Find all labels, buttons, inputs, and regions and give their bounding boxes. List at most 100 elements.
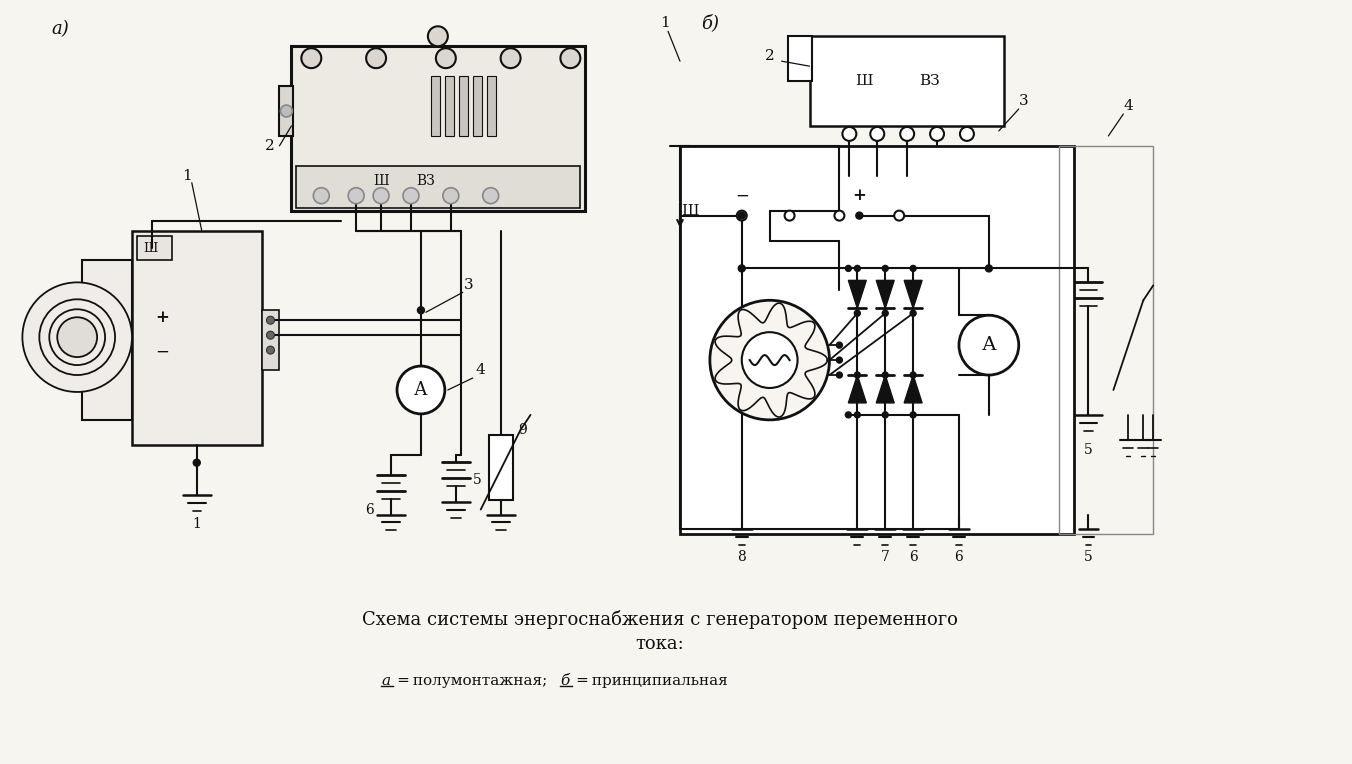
Text: ВЗ: ВЗ: [919, 74, 940, 88]
Circle shape: [883, 372, 888, 378]
Circle shape: [443, 188, 458, 204]
Bar: [132, 231, 261, 445]
Circle shape: [373, 188, 389, 204]
Text: 3: 3: [1019, 94, 1029, 108]
Text: −: −: [155, 344, 169, 361]
Circle shape: [910, 265, 917, 271]
Text: б: б: [561, 674, 569, 688]
Circle shape: [742, 332, 798, 388]
Circle shape: [930, 127, 944, 141]
Circle shape: [837, 372, 842, 378]
Circle shape: [266, 346, 274, 354]
Circle shape: [854, 372, 860, 378]
Bar: [292, 47, 585, 211]
Text: 6: 6: [955, 550, 964, 565]
Bar: [431, 76, 439, 136]
Circle shape: [842, 127, 856, 141]
Text: б): б): [700, 15, 719, 32]
Circle shape: [910, 310, 917, 316]
Circle shape: [894, 211, 904, 221]
Text: а): а): [51, 21, 69, 38]
Circle shape: [845, 412, 852, 418]
Circle shape: [845, 265, 852, 271]
Bar: [261, 310, 280, 370]
Bar: [1059, 146, 1153, 535]
Text: Схема системы энергоснабжения с генератором переменного: Схема системы энергоснабжения с генерато…: [362, 610, 959, 629]
Text: 9: 9: [518, 422, 527, 437]
Circle shape: [959, 316, 1019, 375]
Circle shape: [910, 412, 917, 418]
Text: +: +: [155, 309, 169, 325]
Polygon shape: [876, 375, 894, 403]
Circle shape: [266, 316, 274, 324]
Text: 4: 4: [1124, 99, 1133, 113]
Circle shape: [314, 188, 330, 204]
Circle shape: [710, 300, 829, 420]
Bar: [487, 76, 496, 136]
Circle shape: [900, 127, 914, 141]
Bar: [458, 76, 468, 136]
Bar: [488, 435, 512, 500]
Circle shape: [883, 310, 888, 316]
Text: 7: 7: [880, 550, 890, 565]
Circle shape: [427, 26, 448, 47]
Text: 5: 5: [473, 473, 483, 487]
Text: 6: 6: [909, 550, 918, 565]
Circle shape: [301, 48, 322, 68]
Circle shape: [403, 188, 419, 204]
Text: 1: 1: [660, 16, 669, 31]
Text: 4: 4: [476, 363, 485, 377]
Bar: [788, 36, 811, 81]
Text: 2: 2: [765, 49, 775, 63]
Bar: [445, 76, 454, 136]
Circle shape: [738, 265, 745, 272]
Polygon shape: [848, 280, 867, 308]
Circle shape: [39, 299, 115, 375]
Circle shape: [193, 459, 200, 466]
Bar: [810, 36, 1003, 126]
Bar: [473, 76, 481, 136]
Text: −: −: [735, 187, 749, 204]
Circle shape: [837, 342, 842, 348]
Circle shape: [349, 188, 364, 204]
Text: ═ полумонтажная;: ═ полумонтажная;: [393, 674, 552, 688]
Text: Ш: Ш: [373, 173, 389, 188]
Circle shape: [784, 211, 795, 221]
Text: +: +: [852, 187, 867, 204]
Text: Ш: Ш: [143, 242, 157, 255]
Circle shape: [854, 265, 860, 271]
Text: 6: 6: [365, 503, 373, 516]
Text: ВЗ: ВЗ: [416, 173, 435, 188]
Circle shape: [483, 188, 499, 204]
Text: 1: 1: [192, 517, 201, 532]
Circle shape: [837, 357, 842, 363]
Circle shape: [418, 307, 425, 314]
Bar: [280, 86, 293, 136]
Text: ═ принципиальная: ═ принципиальная: [573, 674, 729, 688]
Circle shape: [986, 265, 992, 272]
Circle shape: [854, 310, 860, 316]
Text: 5: 5: [1084, 550, 1092, 565]
Text: А: А: [982, 336, 996, 354]
Text: Ш: Ш: [856, 74, 873, 88]
Circle shape: [871, 127, 884, 141]
Circle shape: [266, 331, 274, 339]
Text: 3: 3: [464, 278, 473, 293]
Circle shape: [738, 212, 745, 219]
Circle shape: [57, 317, 97, 357]
Circle shape: [910, 372, 917, 378]
Circle shape: [397, 366, 445, 414]
Circle shape: [435, 48, 456, 68]
Circle shape: [500, 48, 521, 68]
Circle shape: [561, 48, 580, 68]
Circle shape: [856, 212, 863, 219]
Circle shape: [366, 48, 387, 68]
Text: 1: 1: [183, 169, 192, 183]
Polygon shape: [904, 375, 922, 403]
Polygon shape: [876, 280, 894, 308]
Circle shape: [737, 211, 746, 221]
Text: 8: 8: [737, 550, 746, 565]
Circle shape: [883, 265, 888, 271]
Circle shape: [49, 309, 105, 365]
Text: 5: 5: [1084, 443, 1092, 457]
